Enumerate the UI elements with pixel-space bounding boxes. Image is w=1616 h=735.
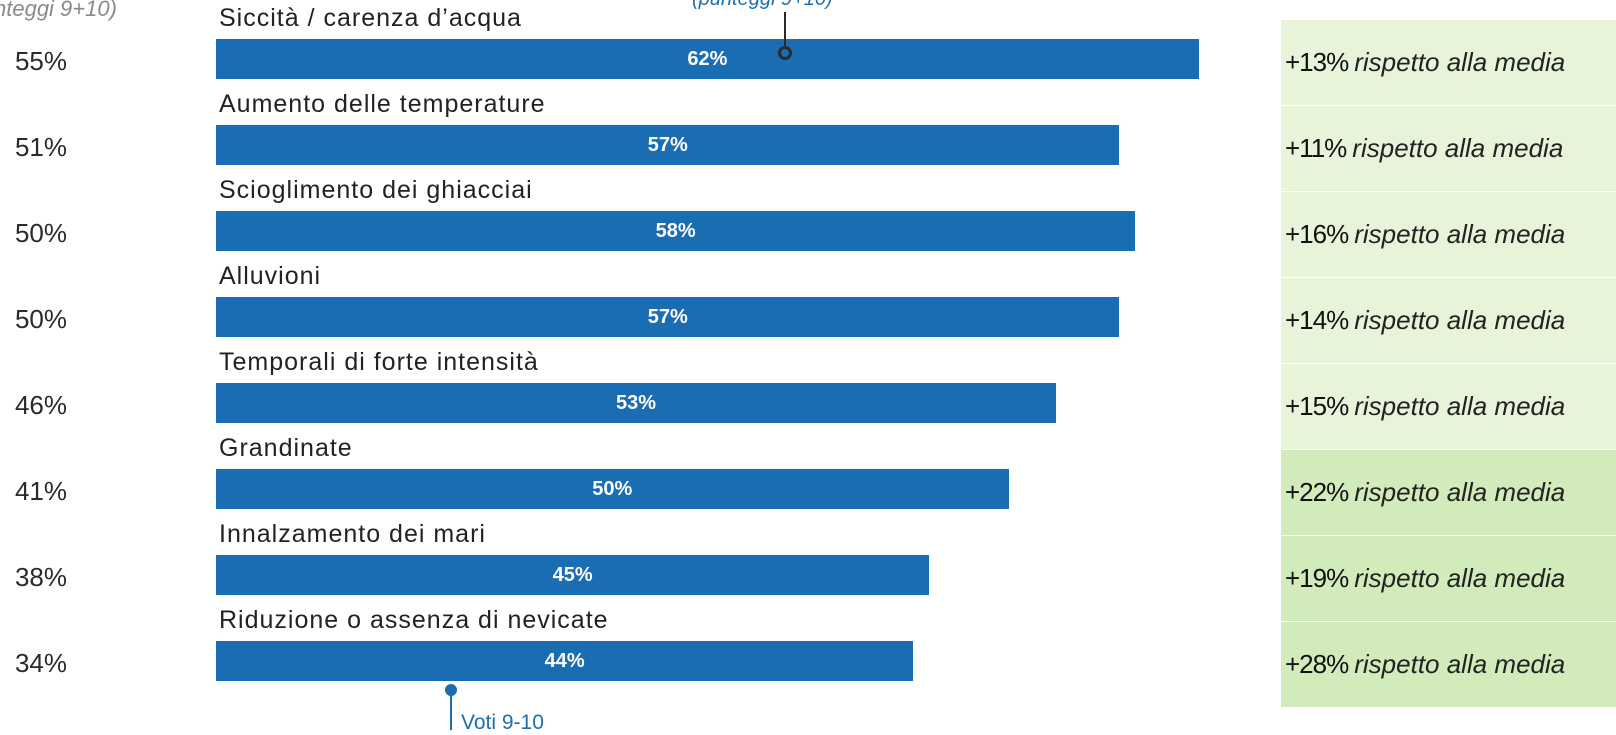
bar: 50% [216, 469, 1009, 509]
comparison-cell: +22% rispetto alla media [1281, 450, 1616, 536]
comparison-delta: +13% [1285, 47, 1349, 77]
bar-value-label: 53% [616, 392, 657, 414]
bar-value-label: 44% [544, 650, 585, 672]
bar-value-label: 58% [655, 220, 696, 242]
comparison-delta: +22% [1285, 477, 1349, 507]
comparison-delta: +19% [1285, 563, 1349, 593]
comparison-suffix: rispetto alla media [1354, 477, 1566, 507]
bar: 58% [216, 211, 1136, 251]
left-value: 50% [14, 218, 68, 248]
comparison-suffix: rispetto alla media [1354, 305, 1566, 335]
comparison-suffix: rispetto alla media [1354, 563, 1566, 593]
marker-line-top [784, 12, 786, 46]
bar: 45% [216, 555, 930, 595]
comparison-suffix: rispetto alla media [1354, 219, 1566, 249]
comparison-delta: +16% [1285, 219, 1349, 249]
category-label: Riduzione o assenza di nevicate [219, 606, 609, 634]
comparison-cell: +28% rispetto alla media [1281, 622, 1616, 708]
bar: 44% [216, 641, 914, 681]
comparison-suffix: rispetto alla media [1354, 47, 1566, 77]
category-label: Siccità / carenza d’acqua [219, 4, 522, 32]
bar-value-label: 57% [647, 134, 688, 156]
left-value: 50% [14, 304, 68, 334]
bar: 57% [216, 297, 1120, 337]
bar: 62% [216, 39, 1199, 79]
bar: 53% [216, 383, 1057, 423]
comparison-delta: +14% [1285, 305, 1349, 335]
comparison-cell: +19% rispetto alla media [1281, 536, 1616, 622]
category-label: Temporali di forte intensità [219, 348, 539, 376]
left-column-header: nteggi 9+10) [0, 0, 117, 21]
left-value: 46% [14, 390, 68, 420]
comparison-delta: +28% [1285, 649, 1349, 679]
legend-label: Voti 9-10 [461, 711, 544, 734]
left-value: 41% [14, 476, 68, 506]
category-label: Alluvioni [219, 262, 322, 290]
left-value: 34% [14, 648, 68, 678]
comparison-cell: +14% rispetto alla media [1281, 278, 1616, 364]
bar-value-label: 45% [552, 564, 593, 586]
bar-value-label: 57% [647, 306, 688, 328]
left-value: 38% [14, 562, 68, 592]
top-annotation: (punteggi 9+10) [692, 0, 833, 11]
comparison-suffix: rispetto alla media [1354, 391, 1566, 421]
comparison-suffix: rispetto alla media [1354, 649, 1566, 679]
comparison-cell: +11% rispetto alla media [1281, 106, 1616, 192]
legend-line [450, 690, 452, 730]
comparison-cell: +16% rispetto alla media [1281, 192, 1616, 278]
category-label: Scioglimento dei ghiacciai [219, 176, 533, 204]
comparison-cell: +13% rispetto alla media [1281, 20, 1616, 106]
bar-value-label: 62% [687, 48, 728, 70]
comparison-cell: +15% rispetto alla media [1281, 364, 1616, 450]
comparison-delta: +15% [1285, 391, 1349, 421]
bar: 57% [216, 125, 1120, 165]
category-label: Innalzamento dei mari [219, 520, 486, 548]
comparison-delta: +11% [1285, 133, 1347, 163]
comparison-suffix: rispetto alla media [1352, 133, 1564, 163]
category-label: Grandinate [219, 434, 353, 462]
left-value: 51% [14, 132, 68, 162]
left-value: 55% [14, 46, 68, 76]
category-label: Aumento delle temperature [219, 90, 546, 118]
marker-circle-icon [778, 46, 792, 60]
bar-value-label: 50% [592, 478, 633, 500]
